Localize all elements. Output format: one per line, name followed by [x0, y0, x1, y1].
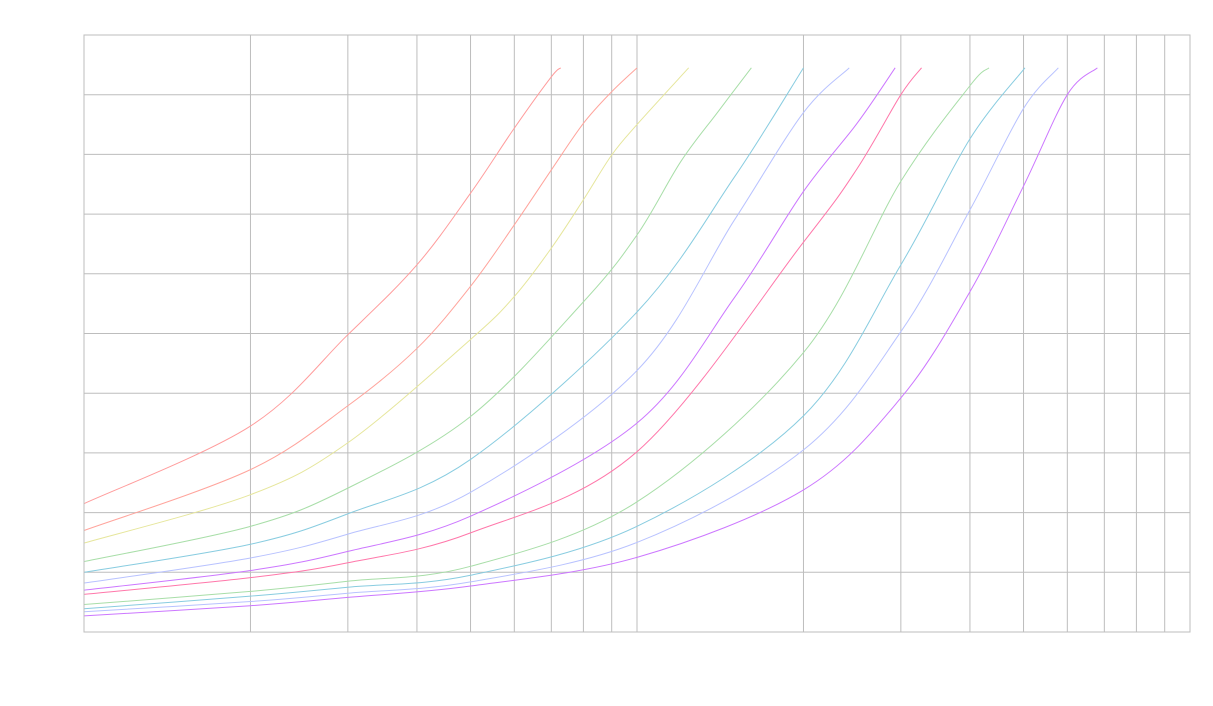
- series-line-7: [83, 67, 896, 591]
- series-line-11: [83, 67, 1059, 613]
- series-lines: [83, 67, 1098, 617]
- series-line-2: [83, 67, 638, 531]
- series-line-9: [83, 67, 990, 606]
- plot-frame: [83, 34, 1191, 633]
- series-line-6: [83, 67, 850, 584]
- series-line-4: [83, 67, 752, 563]
- series-line-3: [83, 67, 690, 544]
- series-line-5: [83, 67, 804, 573]
- series-line-8: [83, 67, 922, 595]
- series-line-12: [83, 67, 1098, 617]
- grid: [83, 34, 1191, 633]
- series-line-10: [83, 67, 1026, 610]
- series-line-1: [83, 67, 562, 505]
